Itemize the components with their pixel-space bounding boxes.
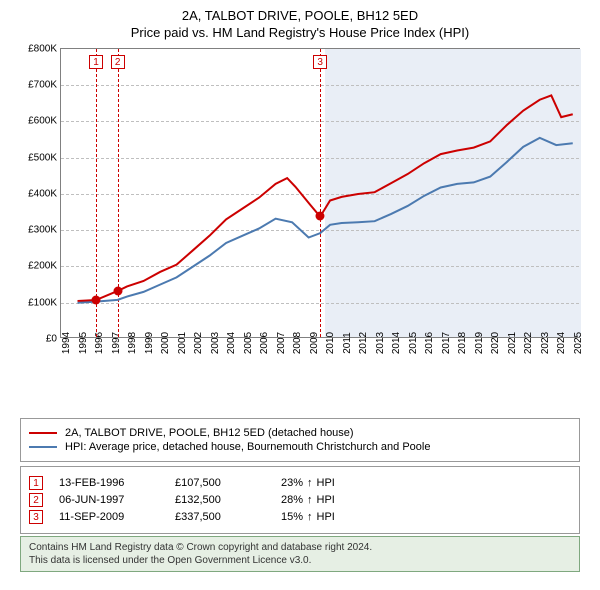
sale-date: 06-JUN-1997 xyxy=(59,494,159,506)
footnote-line: This data is licensed under the Open Gov… xyxy=(29,554,571,567)
series-hpi xyxy=(78,138,573,303)
y-tick-label: £800K xyxy=(28,43,57,54)
sale-price: £107,500 xyxy=(175,477,265,489)
sale-row-badge: 3 xyxy=(29,510,43,524)
sale-dot xyxy=(91,295,100,304)
sale-dot xyxy=(113,286,122,295)
y-tick-label: £300K xyxy=(28,225,57,236)
sales-table: 1 13-FEB-1996 £107,500 23% ↑ HPI 2 06-JUN-1997 £… xyxy=(20,466,580,534)
y-tick-label: £600K xyxy=(28,116,57,127)
y-tick-label: £100K xyxy=(28,297,57,308)
arrow-up-icon: ↑ xyxy=(307,477,313,489)
sale-delta-pct: 15% xyxy=(281,511,303,523)
title-block: 2A, TALBOT DRIVE, POOLE, BH12 5ED Price … xyxy=(10,8,590,42)
sale-delta: 15% ↑ HPI xyxy=(281,511,335,523)
plot-area: £0£100K£200K£300K£400K£500K£600K£700K£80… xyxy=(60,48,580,338)
sale-delta: 23% ↑ HPI xyxy=(281,477,335,489)
arrow-up-icon: ↑ xyxy=(307,494,313,506)
sale-row: 3 11-SEP-2009 £337,500 15% ↑ HPI xyxy=(29,510,571,524)
sale-date: 11-SEP-2009 xyxy=(59,511,159,523)
legend-swatch xyxy=(29,446,57,448)
footnote-line: Contains HM Land Registry data © Crown c… xyxy=(29,541,571,554)
legend-item: 2A, TALBOT DRIVE, POOLE, BH12 5ED (detac… xyxy=(29,427,571,439)
sale-row-badge: 2 xyxy=(29,493,43,507)
title-address: 2A, TALBOT DRIVE, POOLE, BH12 5ED xyxy=(10,8,590,25)
series-svg xyxy=(61,49,579,337)
title-subtitle: Price paid vs. HM Land Registry's House … xyxy=(10,25,590,42)
sale-row-badge: 1 xyxy=(29,476,43,490)
legend-swatch xyxy=(29,432,57,434)
price-chart: £0£100K£200K£300K£400K£500K£600K£700K£80… xyxy=(10,48,590,378)
sale-price: £337,500 xyxy=(175,511,265,523)
sale-dot xyxy=(316,212,325,221)
sale-date: 13-FEB-1996 xyxy=(59,477,159,489)
legend-label: 2A, TALBOT DRIVE, POOLE, BH12 5ED (detac… xyxy=(65,427,354,439)
y-tick-label: £700K xyxy=(28,80,57,91)
arrow-up-icon: ↑ xyxy=(307,511,313,523)
series-property xyxy=(78,95,573,301)
legend-item: HPI: Average price, detached house, Bour… xyxy=(29,441,571,453)
sale-delta: 28% ↑ HPI xyxy=(281,494,335,506)
footnote: Contains HM Land Registry data © Crown c… xyxy=(20,536,580,572)
sale-row: 1 13-FEB-1996 £107,500 23% ↑ HPI xyxy=(29,476,571,490)
y-tick-label: £200K xyxy=(28,261,57,272)
sale-delta-suffix: HPI xyxy=(317,494,335,506)
sale-price: £132,500 xyxy=(175,494,265,506)
sale-row: 2 06-JUN-1997 £132,500 28% ↑ HPI xyxy=(29,493,571,507)
sale-delta-pct: 28% xyxy=(281,494,303,506)
y-tick-label: £400K xyxy=(28,188,57,199)
sale-delta-pct: 23% xyxy=(281,477,303,489)
y-tick-label: £500K xyxy=(28,152,57,163)
legend-label: HPI: Average price, detached house, Bour… xyxy=(65,441,430,453)
sale-delta-suffix: HPI xyxy=(317,477,335,489)
legend: 2A, TALBOT DRIVE, POOLE, BH12 5ED (detac… xyxy=(20,418,580,462)
sale-delta-suffix: HPI xyxy=(317,511,335,523)
y-tick-label: £0 xyxy=(46,333,57,344)
